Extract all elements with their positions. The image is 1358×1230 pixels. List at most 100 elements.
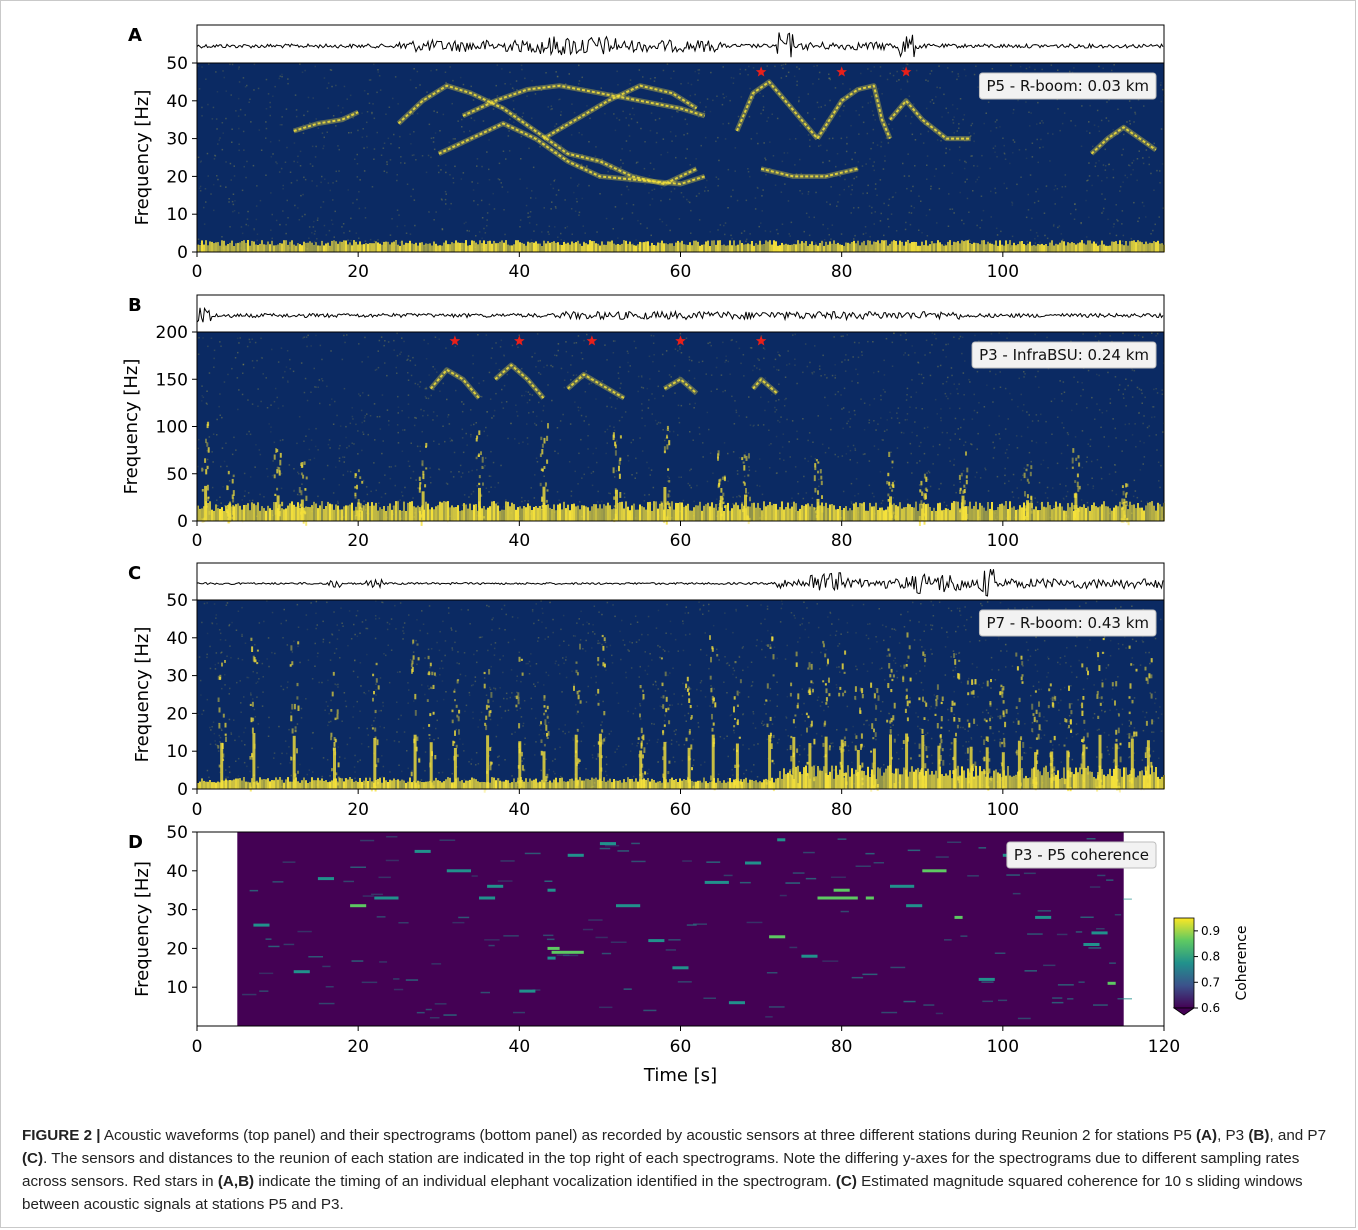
noise-speck: [707, 190, 709, 192]
noise-speck: [396, 354, 399, 357]
noise-speck: [1150, 172, 1152, 175]
noise-speck: [635, 457, 637, 460]
noise-speck: [874, 183, 877, 185]
burst-dot: [742, 508, 744, 513]
energy-column: [763, 244, 765, 252]
noise-speck: [1002, 137, 1004, 139]
noise-speck: [228, 718, 231, 721]
noise-speck: [693, 407, 695, 409]
energy-column: [865, 510, 867, 521]
noise-speck: [379, 89, 382, 91]
noise-speck: [472, 354, 474, 357]
burst-dot: [1078, 462, 1081, 467]
noise-speck: [238, 389, 240, 391]
noise-speck: [1127, 384, 1129, 387]
noise-speck: [1031, 156, 1034, 158]
noise-speck: [816, 64, 818, 67]
noise-speck: [847, 359, 850, 361]
noise-speck: [407, 403, 410, 405]
noise-speck: [685, 337, 688, 339]
noise-speck: [1146, 426, 1149, 429]
noise-speck: [557, 75, 559, 78]
noise-speck: [396, 209, 399, 211]
energy-column: [635, 509, 637, 521]
noise-speck: [486, 411, 488, 413]
noise-speck: [666, 480, 669, 482]
noise-speck: [492, 461, 495, 464]
noise-speck: [947, 343, 949, 345]
noise-speck: [198, 88, 201, 90]
energy-column: [733, 240, 735, 252]
noise-speck: [452, 138, 455, 140]
noise-speck: [1122, 181, 1124, 183]
noise-speck: [873, 420, 875, 422]
noise-speck: [315, 386, 317, 388]
noise-speck: [989, 241, 992, 243]
noise-speck: [528, 222, 531, 224]
energy-column: [877, 240, 879, 252]
noise-speck: [777, 232, 779, 235]
noise-speck: [1037, 648, 1039, 651]
noise-speck: [539, 359, 541, 362]
noise-speck: [213, 349, 216, 352]
noise-speck: [630, 118, 633, 120]
noise-speck: [660, 199, 662, 202]
energy-column: [1093, 502, 1095, 521]
energy-column: [1083, 243, 1085, 252]
noise-speck: [364, 336, 366, 339]
energy-column: [959, 243, 961, 252]
energy-column: [511, 245, 513, 252]
noise-speck: [499, 687, 501, 689]
burst-dot: [476, 435, 479, 439]
energy-column: [201, 240, 203, 252]
noise-speck: [632, 439, 634, 441]
noise-speck: [626, 185, 628, 188]
energy-column: [691, 510, 693, 521]
noise-speck: [317, 495, 319, 498]
noise-speck: [521, 68, 523, 71]
energy-column: [343, 506, 345, 521]
noise-speck: [829, 78, 831, 81]
burst-dot: [743, 465, 746, 471]
noise-speck: [970, 155, 972, 157]
noise-speck: [373, 403, 376, 405]
noise-speck: [913, 207, 915, 209]
energy-column: [823, 506, 825, 521]
noise-speck: [537, 681, 539, 684]
energy-column: [587, 244, 589, 252]
energy-column: [757, 244, 759, 252]
noise-speck: [432, 419, 434, 421]
noise-speck: [554, 178, 556, 181]
energy-column: [553, 241, 555, 252]
noise-speck: [299, 661, 301, 664]
noise-speck: [485, 334, 488, 336]
energy-column: [1099, 244, 1101, 252]
noise-speck: [375, 368, 378, 371]
noise-speck: [649, 378, 651, 380]
energy-column: [487, 241, 489, 252]
noise-speck: [1057, 702, 1060, 704]
energy-column: [415, 242, 417, 252]
noise-speck: [1062, 238, 1064, 241]
noise-speck: [811, 497, 814, 499]
noise-speck: [731, 339, 733, 341]
noise-speck: [361, 136, 364, 138]
noise-speck: [854, 413, 856, 416]
noise-speck: [382, 440, 384, 442]
energy-column: [811, 241, 813, 252]
noise-speck: [538, 401, 540, 404]
noise-speck: [732, 189, 734, 191]
energy-column: [757, 502, 759, 521]
noise-speck: [958, 383, 960, 385]
noise-speck: [764, 168, 767, 171]
noise-speck: [554, 206, 557, 208]
noise-speck: [874, 687, 877, 690]
energy-column: [301, 245, 303, 252]
noise-speck: [905, 221, 907, 224]
noise-speck: [1063, 427, 1065, 429]
energy-column: [777, 509, 779, 521]
energy-column: [653, 501, 655, 521]
burst-dot: [361, 480, 364, 484]
energy-column: [713, 507, 715, 521]
energy-column: [601, 508, 603, 521]
